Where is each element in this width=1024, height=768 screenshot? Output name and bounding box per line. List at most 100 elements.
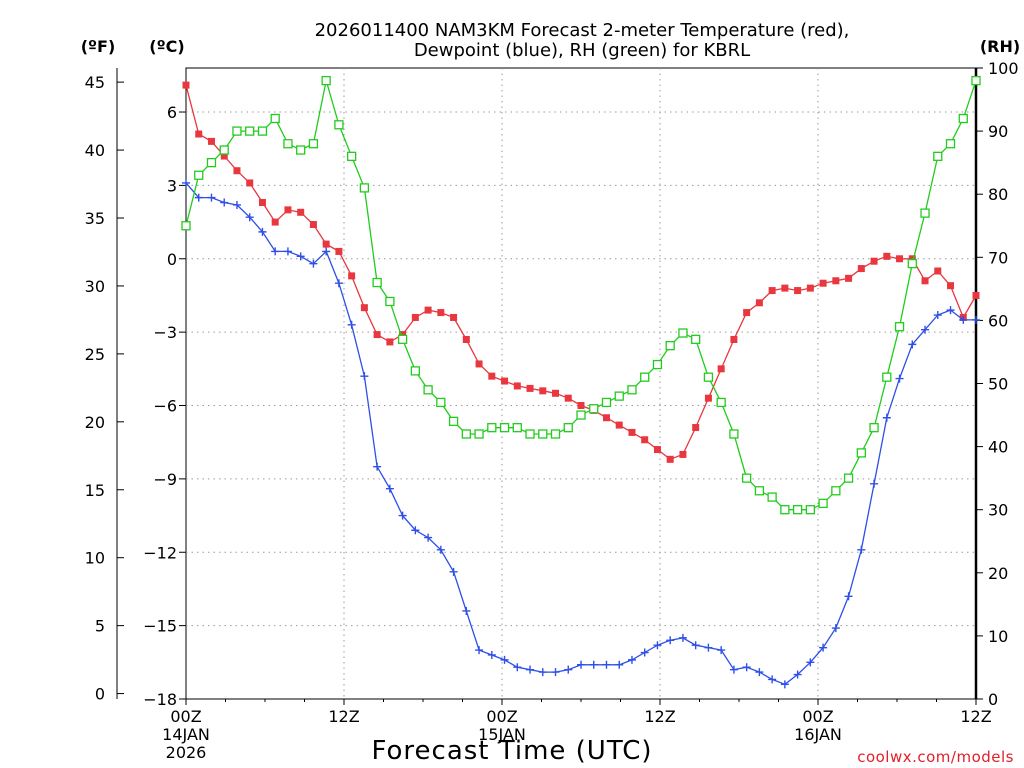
- rh-point: [792, 505, 803, 515]
- rh-point: [563, 423, 573, 433]
- rh-line: [185, 80, 977, 511]
- dewpoint-point: [717, 646, 726, 655]
- rh-point: [448, 416, 459, 427]
- rh-unit-label: (RH): [980, 37, 1020, 56]
- celsius-unit-label: (ºC): [149, 37, 184, 56]
- dewpoint-point: [309, 259, 318, 268]
- rh-point: [767, 492, 777, 502]
- temperature-point: [806, 284, 814, 292]
- dewpoint-point: [564, 665, 573, 674]
- dewpoint-point: [908, 340, 917, 349]
- dewpoint-point: [666, 636, 675, 645]
- temperature-point: [386, 338, 394, 346]
- rh-point: [805, 505, 816, 515]
- dewpoint-point: [946, 306, 955, 315]
- dewpoint-point: [819, 643, 828, 652]
- dewpoint-point: [959, 315, 968, 324]
- x-tick-label: 12Z: [328, 707, 359, 726]
- temperature-point: [819, 279, 827, 287]
- dewpoint-point: [462, 606, 471, 615]
- rh-point: [410, 366, 421, 376]
- dewpoint-point: [334, 279, 343, 288]
- rh-point: [933, 151, 943, 161]
- rh-point: [270, 113, 280, 124]
- fahrenheit-tick-label: 35: [85, 209, 105, 228]
- dewpoint-point: [220, 198, 229, 207]
- dewpoint-line: [185, 182, 976, 686]
- temperature-point: [615, 421, 623, 429]
- temperature-point: [947, 282, 955, 290]
- temperature-point: [666, 455, 674, 463]
- temperature-point: [424, 306, 432, 314]
- rh-point: [678, 328, 688, 338]
- axis-ticks: 630−3−6−9−12−15−180510152025303540450102…: [85, 59, 1019, 762]
- temperature-point: [309, 221, 317, 229]
- temperature-point: [335, 247, 343, 255]
- celsius-tick-label: 0: [167, 250, 177, 269]
- rh-point: [219, 145, 229, 155]
- temperature-point: [182, 81, 190, 89]
- dewpoint-point: [271, 247, 280, 256]
- temperature-point: [297, 208, 305, 216]
- temperature-point: [552, 389, 560, 397]
- fahrenheit-tick-label: 25: [85, 345, 105, 364]
- temperature-point: [921, 277, 929, 285]
- rh-point: [640, 372, 650, 382]
- rh-point: [627, 385, 637, 395]
- dewpoint-point: [398, 511, 407, 520]
- rh-point: [181, 221, 191, 231]
- rh-point: [423, 385, 433, 395]
- dewpoint-point: [322, 247, 331, 256]
- temperature-point: [501, 377, 509, 385]
- dewpoint-point: [640, 648, 649, 657]
- fahrenheit-tick-label: 15: [85, 481, 105, 500]
- rh-point: [703, 372, 714, 382]
- rh-point: [691, 334, 701, 344]
- temperature-point: [717, 365, 725, 373]
- rh-point: [907, 258, 917, 269]
- temperature-point: [233, 167, 241, 175]
- dewpoint-point: [921, 325, 930, 334]
- dewpoint-point: [882, 413, 891, 422]
- x-date-label: 14JAN: [162, 725, 210, 744]
- rh-point: [334, 120, 344, 130]
- data-series: [181, 75, 981, 689]
- celsius-tick-label: −3: [153, 323, 177, 342]
- rh-point: [296, 145, 306, 155]
- x-tick-label: 00Z: [486, 707, 517, 726]
- temperature-point: [704, 394, 712, 402]
- dewpoint-point: [232, 200, 241, 209]
- fahrenheit-tick-label: 5: [95, 617, 105, 636]
- rh-point: [550, 429, 561, 439]
- fahrenheit-tick-label: 40: [85, 141, 105, 160]
- dewpoint-point: [551, 668, 560, 677]
- dewpoint-point: [857, 545, 866, 554]
- dewpoint-point: [283, 247, 292, 256]
- temperature-point: [322, 240, 330, 248]
- temperature-point: [513, 382, 521, 390]
- dewpoint-point: [436, 545, 445, 554]
- dewpoint-point: [678, 633, 687, 642]
- dewpoint-point: [704, 643, 713, 652]
- dewpoint-point: [385, 484, 394, 493]
- temperature-point: [692, 424, 700, 432]
- dewpoint-point: [895, 374, 904, 383]
- fahrenheit-tick-label: 20: [85, 413, 105, 432]
- temperature-point: [870, 257, 878, 265]
- temperature-point: [653, 446, 661, 454]
- rh-point: [729, 429, 739, 439]
- dewpoint-point: [182, 178, 190, 187]
- temperature-point: [768, 287, 776, 295]
- dewpoint-point: [449, 567, 458, 576]
- rh-point: [652, 359, 663, 370]
- rh-tick-label: 70: [988, 248, 1008, 267]
- rh-point: [321, 75, 331, 86]
- grid-lines: [186, 68, 976, 699]
- rh-point: [283, 139, 293, 149]
- rh-point: [346, 151, 357, 161]
- rh-point: [882, 372, 892, 382]
- dewpoint-point: [870, 479, 879, 488]
- temperature-point: [794, 287, 802, 295]
- dewpoint-point: [793, 670, 802, 679]
